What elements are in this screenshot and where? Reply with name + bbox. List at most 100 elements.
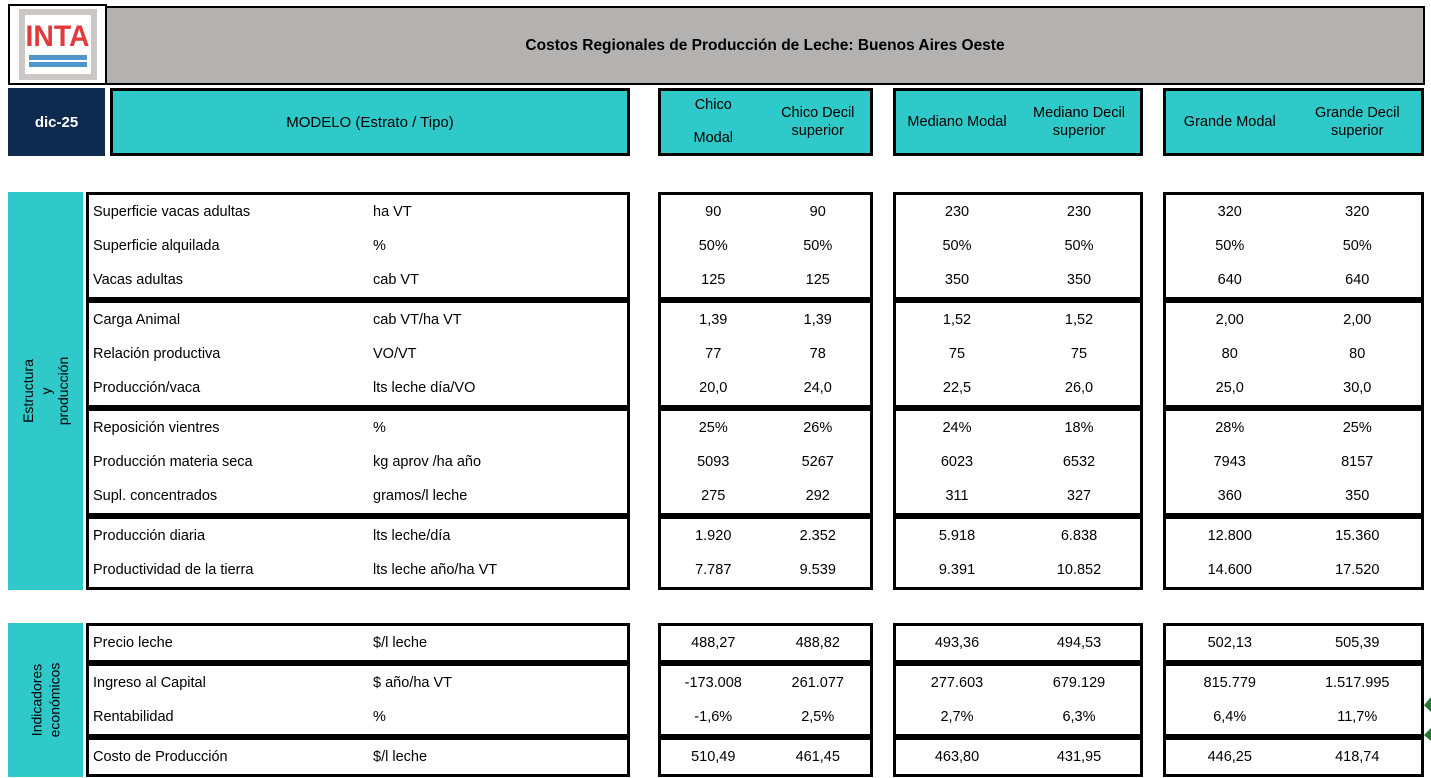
section-indicadores-economicos: Indicadores económicos Precio leche $/l l… (0, 623, 1431, 777)
table-row: Ingreso al Capital $ año/ha VT (89, 666, 627, 700)
table-row: Rentabilidad% (89, 700, 627, 734)
row-group-box: 510,49 461,45 (658, 737, 873, 777)
table-row: 1,52 1,52 (896, 303, 1140, 337)
row-group-box: 815.779 1.517.995 6,4% 11,7% (1163, 663, 1424, 737)
table-row: 275 292 (661, 479, 870, 513)
table-row: 2,00 2,00 (1166, 303, 1421, 337)
row-unit: lts leche día/VO (373, 380, 476, 396)
inta-logo-bar (28, 54, 87, 60)
row-label: Carga Animal (93, 312, 181, 328)
table-row: Supl. concentrados gramos/l leche (89, 479, 627, 513)
values-column-mediano: 493,36 494,53 277.603 679.129 2,7% 6,3% 463,80… (893, 623, 1143, 777)
table-row: Superficie alquilada% (89, 229, 627, 263)
row-unit: $/l leche (373, 749, 428, 765)
table-row: 360 350 (1166, 479, 1421, 513)
table-row: 488,27 488,82 (661, 626, 870, 660)
row-label: Vacas adultas (93, 272, 184, 288)
value-cell: 26% (803, 420, 833, 436)
row-label: Superficie vacas adultas (93, 204, 251, 220)
value-cell: 28% (1215, 420, 1245, 436)
row-unit: VO/VT (373, 346, 417, 362)
row-unit: $ año/ha VT (373, 675, 452, 691)
value-cell: 24,0 (803, 380, 832, 396)
value-cell: 90 (705, 204, 722, 220)
value-cell: 6023 (940, 454, 974, 470)
value-cell: 640 (1345, 272, 1370, 288)
title-bar: Costos Regionales de Producción de Leche… (105, 6, 1425, 85)
value-cell: 17.520 (1335, 562, 1380, 578)
value-cell: 275 (701, 488, 726, 504)
inta-logo-bar (28, 61, 87, 67)
value-cell: 25% (698, 420, 728, 436)
table-row: 12.800 15.360 (1166, 519, 1421, 553)
section-band: Estructura y producción (8, 192, 83, 590)
value-cell: 75 (1070, 346, 1088, 362)
row-label: Producción diaria (93, 528, 206, 544)
value-cell: 261.077 (791, 675, 844, 691)
value-cell: 350 (944, 272, 970, 288)
value-cell: 7943 (1213, 454, 1246, 470)
section-band: Indicadores económicos (8, 623, 83, 777)
table-row: Reposición vientres% (89, 411, 627, 445)
value-cell: 25% (1342, 420, 1372, 436)
value-cell: 1,39 (803, 312, 832, 328)
row-group-box: Superficie vacas adultas ha VT Superficie … (86, 192, 630, 300)
table-row: 24% 18% (896, 411, 1140, 445)
value-cell: 75 (948, 346, 966, 362)
value-cell: 6532 (1062, 454, 1096, 470)
row-label: Producción materia seca (93, 454, 253, 470)
values-column-grande: 320 320 50% 50% 640 640 2,00 2,00 80 80 25,0 30,0 28… (1163, 192, 1424, 590)
value-cell: 320 (1345, 204, 1370, 220)
value-cell: 320 (1217, 204, 1242, 220)
row-group-box: Reposición vientres% Producción materia s… (86, 408, 630, 516)
row-unit: % (373, 238, 386, 254)
inta-logo-bars (28, 53, 87, 67)
table-row: 75 75 (896, 337, 1140, 371)
values-column-grande: 502,13 505,39 815.779 1.517.995 6,4% 11,7% 446… (1163, 623, 1424, 777)
row-label: Ingreso al Capital (93, 675, 206, 691)
row-group-box: 90 90 50% 50% 125 125 (658, 192, 873, 300)
edge-marker-icon (1424, 697, 1431, 712)
row-group-box: 25% 26% 5093 5267 275 292 (658, 408, 873, 516)
value-cell: 1.920 (695, 528, 732, 544)
row-group-box: 28% 25% 7943 8157 360 350 (1163, 408, 1424, 516)
row-group-box: Carga Animal cab VT/ha VT Relación product… (86, 300, 630, 408)
row-unit: % (373, 709, 386, 725)
row-group-box: Precio leche $/l leche (86, 623, 630, 663)
value-cell: 1,39 (699, 312, 728, 328)
row-label: Producción/vaca (93, 380, 201, 396)
value-cell: 493,36 (934, 635, 980, 651)
table-row: -1,6% 2,5% (661, 700, 870, 734)
row-label: Superficie alquilada (93, 238, 220, 254)
value-cell: 26,0 (1064, 380, 1094, 396)
table-row: 25% 26% (661, 411, 870, 445)
column-header-grande-decil: Grande Decil superior (1314, 104, 1400, 139)
value-cell: 488,27 (691, 635, 736, 651)
value-cell: 815.779 (1203, 675, 1256, 691)
values-column-chico: 488,27 488,82 -173.008 261.077 -1,6% 2,5% 510,… (658, 623, 873, 777)
value-cell: 18% (1064, 420, 1094, 436)
row-group-box: 24% 18% 6023 6532 311 327 (893, 408, 1143, 516)
value-cell: -1,6% (694, 709, 733, 725)
value-cell: 50% (1064, 238, 1094, 254)
value-cell: 446,25 (1207, 749, 1252, 765)
table-row: Precio leche $/l leche (89, 626, 627, 660)
value-cell: 431,95 (1056, 749, 1102, 765)
table-row: 25,0 30,0 (1166, 371, 1421, 405)
inta-logo-inner: INTA (24, 15, 91, 74)
table-row: 1,39 1,39 (661, 303, 870, 337)
column-header-chico-decil: Chico Decil superior (781, 104, 855, 139)
value-cell: 1,52 (1064, 312, 1094, 328)
value-cell: 30,0 (1343, 380, 1372, 396)
value-cell: 5093 (697, 454, 730, 470)
row-unit: $/l leche (373, 635, 428, 651)
value-cell: 78 (809, 346, 826, 362)
table-row: 493,36 494,53 (896, 626, 1140, 660)
row-group-box: 277.603 679.129 2,7% 6,3% (893, 663, 1143, 737)
row-label: Productividad de la tierra (93, 562, 254, 578)
section-estructura-produccion: Estructura y producción Superficie vacas… (0, 192, 1431, 590)
row-label: Supl. concentrados (93, 488, 218, 504)
header-group-mediano: Mediano Modal Mediano Decil superior (893, 88, 1143, 156)
value-cell: -173.008 (684, 675, 742, 691)
